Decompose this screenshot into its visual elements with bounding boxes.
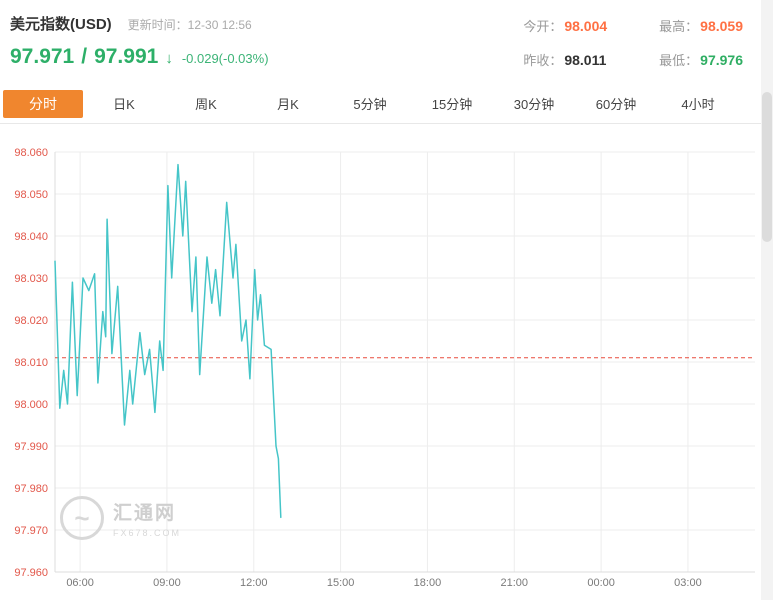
stat-low: 最低： 97.976 bbox=[659, 50, 743, 69]
open-value: 98.004 bbox=[564, 18, 608, 34]
svg-text:98.060: 98.060 bbox=[14, 147, 48, 159]
price-separator: / bbox=[81, 45, 88, 68]
svg-text:97.970: 97.970 bbox=[14, 525, 48, 537]
svg-text:00:00: 00:00 bbox=[587, 577, 615, 589]
instrument-title: 美元指数(USD) bbox=[10, 16, 112, 33]
prev-close-label: 昨收： bbox=[523, 53, 563, 68]
low-value: 97.976 bbox=[700, 52, 743, 68]
svg-text:09:00: 09:00 bbox=[153, 577, 181, 589]
high-value: 98.059 bbox=[700, 18, 743, 34]
stat-prev-close: 昨收： 98.011 bbox=[523, 50, 607, 69]
svg-text:21:00: 21:00 bbox=[501, 577, 529, 589]
down-arrow-icon: ↓ bbox=[165, 50, 173, 67]
tab-weekly-k[interactable]: 周K bbox=[195, 97, 217, 112]
intraday-line-chart: 06:00 09:00 12:00 15:00 18:00 21:00 00:00 03:00… bbox=[14, 147, 755, 589]
stat-high: 最高： 98.059 bbox=[659, 16, 743, 35]
ask-price: 97.991 bbox=[94, 45, 159, 68]
svg-text:97.990: 97.990 bbox=[14, 441, 48, 453]
chart-area: 06:00 09:00 12:00 15:00 18:00 21:00 00:00 03:00… bbox=[0, 124, 773, 599]
stat-open: 今开： 98.004 bbox=[523, 16, 607, 35]
tab-4hour[interactable]: 4小时 bbox=[681, 97, 715, 112]
quote-header: 美元指数(USD) 更新时间：12-30 12:56 97.971 / 97.9… bbox=[0, 0, 773, 84]
quote-header-left: 美元指数(USD) 更新时间：12-30 12:56 97.971 / 97.9… bbox=[10, 13, 269, 69]
open-label: 今开： bbox=[523, 19, 563, 34]
svg-text:98.020: 98.020 bbox=[14, 315, 48, 327]
svg-text:06:00: 06:00 bbox=[66, 577, 94, 589]
svg-text:98.000: 98.000 bbox=[14, 399, 48, 411]
scrollbar-track[interactable] bbox=[761, 0, 773, 600]
tab-60min[interactable]: 60分钟 bbox=[595, 97, 637, 112]
svg-text:12:00: 12:00 bbox=[240, 577, 268, 589]
high-label: 最高： bbox=[659, 19, 699, 34]
tab-30min[interactable]: 30分钟 bbox=[513, 97, 555, 112]
tab-monthly-k[interactable]: 月K bbox=[277, 97, 299, 112]
interval-tabbar: 分时 日K 周K 月K 5分钟 15分钟 30分钟 60分钟 4小时 bbox=[0, 84, 773, 124]
svg-text:98.030: 98.030 bbox=[14, 273, 48, 285]
low-label: 最低： bbox=[659, 53, 699, 68]
svg-text:98.010: 98.010 bbox=[14, 357, 48, 369]
svg-text:15:00: 15:00 bbox=[327, 577, 355, 589]
tab-intraday[interactable]: 分时 bbox=[3, 89, 83, 118]
update-time: 更新时间：12-30 12:56 bbox=[127, 18, 252, 32]
price-change: -0.029(-0.03%) bbox=[181, 51, 269, 66]
svg-text:98.050: 98.050 bbox=[14, 189, 48, 201]
svg-text:03:00: 03:00 bbox=[674, 577, 702, 589]
scrollbar-thumb[interactable] bbox=[762, 92, 772, 242]
tab-daily-k[interactable]: 日K bbox=[113, 97, 135, 112]
svg-text:18:00: 18:00 bbox=[414, 577, 442, 589]
bid-price: 97.971 bbox=[10, 45, 75, 68]
svg-text:98.040: 98.040 bbox=[14, 231, 48, 243]
svg-text:97.960: 97.960 bbox=[14, 567, 48, 579]
prev-close-value: 98.011 bbox=[564, 52, 607, 68]
price-row: 97.971 / 97.991 ↓ -0.029(-0.03%) bbox=[10, 45, 269, 69]
tab-5min[interactable]: 5分钟 bbox=[353, 97, 387, 112]
tab-15min[interactable]: 15分钟 bbox=[431, 97, 473, 112]
quote-stats: 今开： 98.004 最高： 98.059 昨收： 98.011 最低： 97.976 bbox=[523, 13, 743, 69]
svg-text:97.980: 97.980 bbox=[14, 483, 48, 495]
